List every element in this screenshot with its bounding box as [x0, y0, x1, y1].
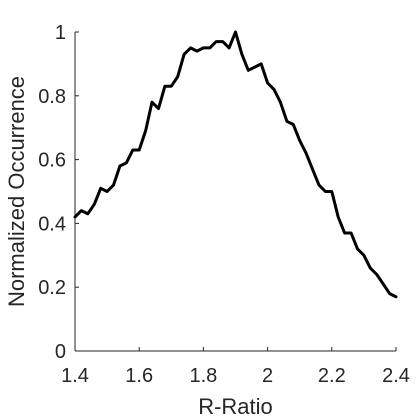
y-axis-label: Normalized Occurrence	[4, 76, 29, 307]
axes	[74, 32, 396, 352]
y-tick-label: 1	[55, 22, 66, 44]
tick-labels: 1.4 1.6 1.8 2 2.2 2.4 0 0.2 0.4 0.6 0.8 1	[38, 22, 410, 387]
ticks	[74, 31, 397, 352]
x-axis-label: R-Ratio	[198, 394, 273, 419]
y-tick-label: 0	[55, 341, 66, 363]
y-tick-label: 0.2	[38, 277, 66, 299]
y-tick-label: 0.8	[38, 86, 66, 108]
x-tick-label: 1.4	[61, 365, 89, 387]
x-tick-label: 2.4	[382, 365, 410, 387]
y-tick-label: 0.4	[38, 213, 66, 235]
series-line	[73, 30, 398, 299]
x-tick-label: 1.6	[125, 365, 153, 387]
x-tick-label: 2	[262, 365, 273, 387]
x-tick-label: 2.2	[318, 365, 346, 387]
x-tick-label: 1.8	[189, 365, 217, 387]
y-tick-label: 0.6	[38, 150, 66, 172]
